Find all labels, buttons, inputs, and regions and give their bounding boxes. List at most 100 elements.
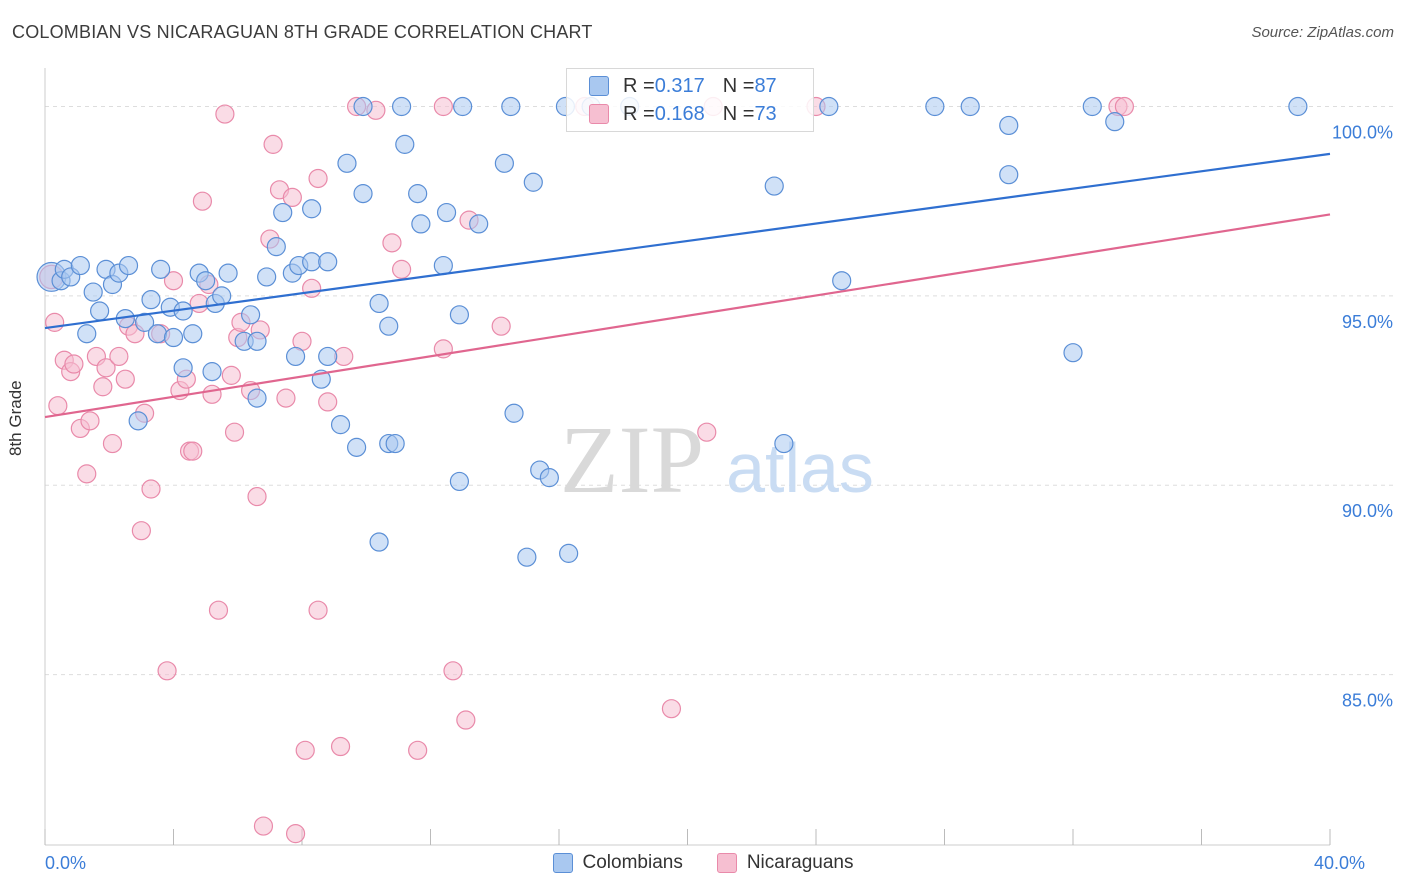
colombians-point [369, 532, 389, 552]
colombians-point [1063, 343, 1083, 363]
nicaraguans-point [96, 358, 116, 378]
x-tick-label: 0.0% [45, 853, 86, 873]
colombians-point [285, 346, 306, 367]
nicaraguans-point [263, 134, 283, 154]
nicaraguans-point [253, 816, 274, 836]
colombians-point [411, 214, 431, 234]
nicaraguans-swatch [589, 104, 609, 124]
colombians-point [247, 331, 267, 351]
colombians-point [196, 271, 216, 291]
nicaraguans-point [192, 191, 213, 211]
y-tick-label: 90.0% [1342, 501, 1393, 521]
nicaraguans-point [77, 464, 97, 484]
colombians-point [134, 312, 155, 332]
nicaraguans-point [131, 521, 151, 541]
colombians-point [999, 115, 1019, 136]
nicaraguans-point [391, 259, 412, 279]
nicaraguans-legend-label: Nicaraguans [746, 852, 854, 873]
nicaraguans-point [295, 740, 315, 760]
nicaraguans-point [491, 316, 511, 336]
colombians-point [1105, 112, 1125, 132]
nicaraguans-n-label: N = [722, 102, 755, 125]
axes [44, 68, 1331, 846]
colombians-points [36, 96, 1308, 567]
nicaraguans-point [157, 661, 177, 681]
stats-row-colombians: R = 0.317 N = 87 [589, 73, 777, 99]
nicaraguans-point [183, 441, 203, 461]
colombians-point [141, 290, 161, 310]
nicaraguans-trend-line [44, 213, 1331, 419]
nicaraguans-point [189, 293, 209, 314]
colombians-point [504, 403, 524, 423]
nicaraguans-point [456, 710, 476, 730]
series-legend: Colombians Nicaraguans [0, 852, 1406, 874]
nicaraguans-point [102, 433, 123, 454]
nicaraguans-point [382, 233, 402, 253]
colombians-n-label: N = [722, 74, 755, 97]
nicaraguans-point [433, 96, 453, 117]
nicaraguans-point [330, 736, 351, 757]
nicaraguans-point [208, 600, 229, 620]
nicaraguans-n-value: 73 [754, 102, 777, 125]
colombians-point [469, 214, 489, 234]
colombians-point [318, 346, 338, 367]
colombians-point [302, 199, 322, 219]
colombians-n-value: 87 [754, 74, 777, 97]
colombians-point [1082, 96, 1102, 117]
colombians-r-value: 0.317 [654, 74, 705, 97]
nicaraguans-point [109, 346, 129, 367]
nicaraguans-point [115, 369, 135, 389]
colombians-point [330, 415, 351, 435]
colombians-legend-swatch [552, 853, 573, 873]
nicaraguans-point [697, 422, 717, 442]
colombians-point [337, 153, 357, 173]
colombians-point [147, 324, 168, 344]
trend-lines [44, 152, 1331, 419]
colombians-point [433, 255, 453, 276]
colombians-point [453, 96, 473, 117]
colombians-point [449, 305, 470, 325]
y-tick-label: 85.0% [1342, 691, 1393, 711]
colombians-point [151, 259, 171, 279]
x-tick-label: 40.0% [1314, 853, 1365, 873]
colombians-point [83, 282, 103, 302]
colombians-point [90, 301, 110, 321]
colombians-point [523, 172, 543, 192]
nicaraguans-point [408, 740, 428, 760]
colombians-point [183, 324, 203, 344]
colombians-point [353, 96, 373, 117]
colombians-point [391, 96, 412, 117]
nicaraguans-points [39, 96, 1135, 844]
y-axis-label: 8th Grade [6, 380, 25, 456]
colombians-point [173, 358, 193, 378]
nicaraguans-point [285, 824, 306, 844]
nicaraguans-point [64, 354, 84, 374]
nicaraguans-r-label: R = [623, 102, 655, 125]
colombians-r-label: R = [623, 74, 655, 97]
colombians-point [273, 202, 293, 223]
colombians-point [517, 547, 537, 567]
nicaraguans-point [163, 271, 184, 291]
colombians-point [202, 362, 222, 382]
colombians-point [302, 252, 322, 272]
nicaraguans-point [318, 392, 338, 412]
colombians-point [501, 96, 521, 117]
colombians-point [77, 324, 97, 344]
colombians-point [539, 468, 559, 488]
watermark-zip: ZIP [560, 406, 704, 513]
nicaraguans-point [93, 377, 113, 397]
nicaraguans-point [308, 168, 328, 189]
nicaraguans-point [141, 479, 161, 499]
colombians-point [385, 433, 405, 454]
colombians-point [449, 471, 470, 492]
colombians-point [257, 267, 277, 287]
nicaraguans-point [308, 600, 328, 620]
colombians-point [999, 165, 1019, 185]
legend-item-nicaraguans[interactable]: Nicaraguans [716, 852, 854, 874]
colombians-point [347, 437, 367, 457]
nicaraguans-r-value: 0.168 [654, 102, 705, 125]
legend-item-colombians[interactable]: Colombians [552, 852, 683, 874]
colombians-point [764, 176, 784, 196]
colombians-legend-label: Colombians [582, 852, 683, 873]
